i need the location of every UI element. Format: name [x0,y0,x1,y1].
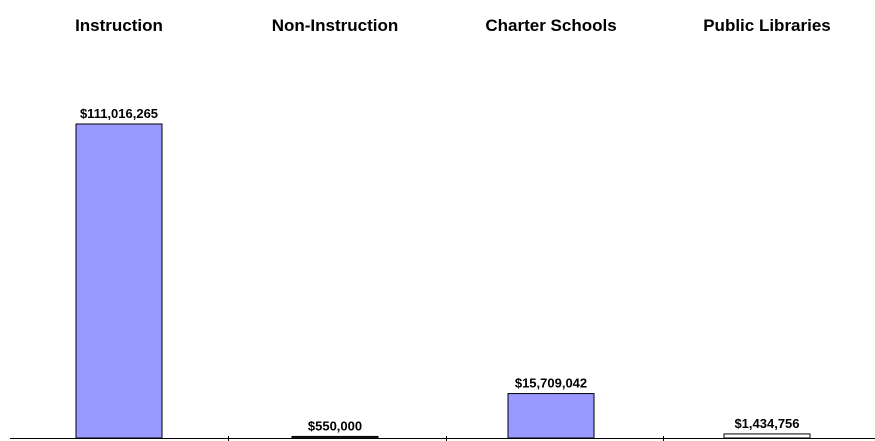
value-label: $15,709,042 [515,376,587,391]
bar [507,393,595,439]
bar [75,123,163,439]
bar [723,433,811,439]
category-label: Public Libraries [703,16,831,35]
bar [291,435,379,439]
category-label: Non-Instruction [272,16,399,35]
category-label: Charter Schools [485,16,616,35]
value-label: $550,000 [308,418,362,433]
value-label: $1,434,756 [734,416,799,431]
value-label: $111,016,265 [80,106,158,121]
category-label: Instruction [75,16,163,35]
